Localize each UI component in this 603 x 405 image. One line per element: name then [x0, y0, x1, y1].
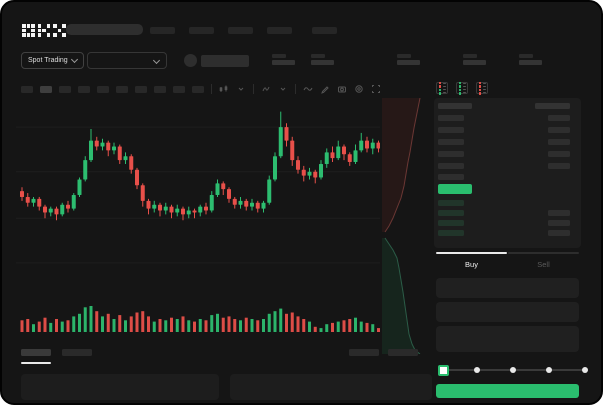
timeframe-button[interactable] — [154, 85, 166, 93]
bottom-control[interactable] — [349, 349, 379, 356]
orderbook-col-header — [535, 103, 570, 109]
timeframe-button[interactable] — [97, 85, 109, 93]
timeframe-button[interactable] — [116, 85, 128, 93]
ask-amount — [548, 151, 570, 157]
bid-price[interactable] — [438, 200, 464, 206]
bid-amount — [548, 210, 570, 216]
slider-stop-25[interactable] — [474, 367, 480, 373]
divider — [253, 84, 254, 94]
ask-amount — [548, 163, 570, 169]
line-tool-icon[interactable] — [303, 84, 313, 94]
timeframe-button[interactable] — [192, 85, 204, 93]
main-nav — [150, 27, 351, 34]
ask-price[interactable] — [438, 174, 464, 180]
buy-tab-indicator — [436, 252, 507, 254]
pair-selector[interactable] — [87, 52, 167, 69]
settings-icon[interactable] — [354, 84, 364, 94]
ask-price[interactable] — [438, 115, 464, 121]
orderbook-view-toggles — [436, 81, 488, 95]
trade-tabs: Buy Sell — [436, 252, 579, 272]
chevron-down-icon[interactable] — [278, 84, 288, 94]
tab-sell[interactable]: Sell — [537, 260, 550, 269]
camera-icon[interactable] — [337, 84, 347, 94]
ask-price[interactable] — [438, 151, 464, 157]
ask-price[interactable] — [438, 163, 464, 169]
amount-percent-slider[interactable] — [438, 365, 588, 376]
candle-type-icon[interactable] — [219, 84, 229, 94]
slider-stop-50[interactable] — [510, 367, 516, 373]
draw-tool-icon[interactable] — [320, 84, 330, 94]
orderbook-col-header — [438, 103, 472, 109]
timeframe-button[interactable] — [173, 85, 185, 93]
chevron-down-icon — [70, 55, 78, 64]
timeframe-button-active[interactable] — [40, 85, 52, 93]
nav-item-placeholder[interactable] — [312, 27, 337, 34]
indicators-icon[interactable] — [261, 84, 271, 94]
timeframe-button[interactable] — [59, 85, 71, 93]
ask-amount — [548, 115, 570, 121]
timeframe-button[interactable] — [78, 85, 90, 93]
order-book — [434, 98, 581, 248]
orderbook-asks-view-icon[interactable] — [476, 81, 488, 95]
timeframe-button[interactable] — [21, 85, 33, 93]
ticker-stat — [463, 54, 486, 65]
orders-table-placeholder — [21, 374, 219, 400]
fullscreen-icon[interactable] — [371, 84, 381, 94]
buy-submit-button[interactable] — [436, 384, 579, 398]
nav-item-placeholder[interactable] — [228, 27, 253, 34]
last-price-placeholder — [201, 55, 249, 67]
bid-price[interactable] — [438, 210, 464, 216]
orderbook-bids-view-icon[interactable] — [456, 81, 468, 95]
orderbook-combined-view-icon[interactable] — [436, 81, 448, 95]
amount-field[interactable] — [436, 302, 579, 322]
bottom-tab-active[interactable] — [21, 349, 51, 356]
divider — [211, 84, 212, 94]
bid-amount — [548, 230, 570, 236]
bottom-tab[interactable] — [62, 349, 92, 356]
ask-price[interactable] — [438, 127, 464, 133]
nav-item-placeholder[interactable] — [189, 27, 214, 34]
ticker-stat — [397, 54, 420, 65]
ask-price[interactable] — [438, 139, 464, 145]
divider — [295, 84, 296, 94]
chevron-down-icon[interactable] — [236, 84, 246, 94]
total-field[interactable] — [436, 326, 579, 352]
search-input[interactable] — [66, 24, 143, 35]
nav-item-placeholder[interactable] — [267, 27, 292, 34]
history-table-placeholder — [230, 374, 432, 400]
slider-stop-75[interactable] — [546, 367, 552, 373]
timeframe-button[interactable] — [135, 85, 147, 93]
bottom-control[interactable] — [388, 349, 418, 356]
market-type-label: Spot Trading — [28, 57, 68, 64]
active-tab-underline — [21, 362, 51, 364]
sell-tab-indicator — [508, 252, 579, 254]
chart-toolbar — [21, 84, 381, 94]
last-price-indicator[interactable] — [438, 184, 472, 194]
market-type-selector[interactable]: Spot Trading — [21, 52, 84, 69]
nav-item-placeholder[interactable] — [150, 27, 175, 34]
pair-logo-avatar[interactable] — [184, 54, 197, 67]
ask-amount — [548, 127, 570, 133]
slider-handle[interactable] — [438, 365, 449, 376]
slider-stop-100[interactable] — [582, 367, 588, 373]
bid-price[interactable] — [438, 220, 464, 226]
depth-chart — [382, 98, 421, 354]
price-field[interactable] — [436, 278, 579, 298]
ticker-stat — [519, 54, 542, 65]
candlestick-chart[interactable] — [16, 98, 380, 338]
okx-logo — [22, 24, 66, 37]
ticker-stat — [311, 54, 334, 65]
ticker-stat — [272, 54, 295, 65]
bid-price[interactable] — [438, 230, 464, 236]
chevron-down-icon — [152, 56, 161, 65]
ask-amount — [548, 139, 570, 145]
tab-buy[interactable]: Buy — [465, 260, 478, 269]
bid-amount — [548, 220, 570, 226]
